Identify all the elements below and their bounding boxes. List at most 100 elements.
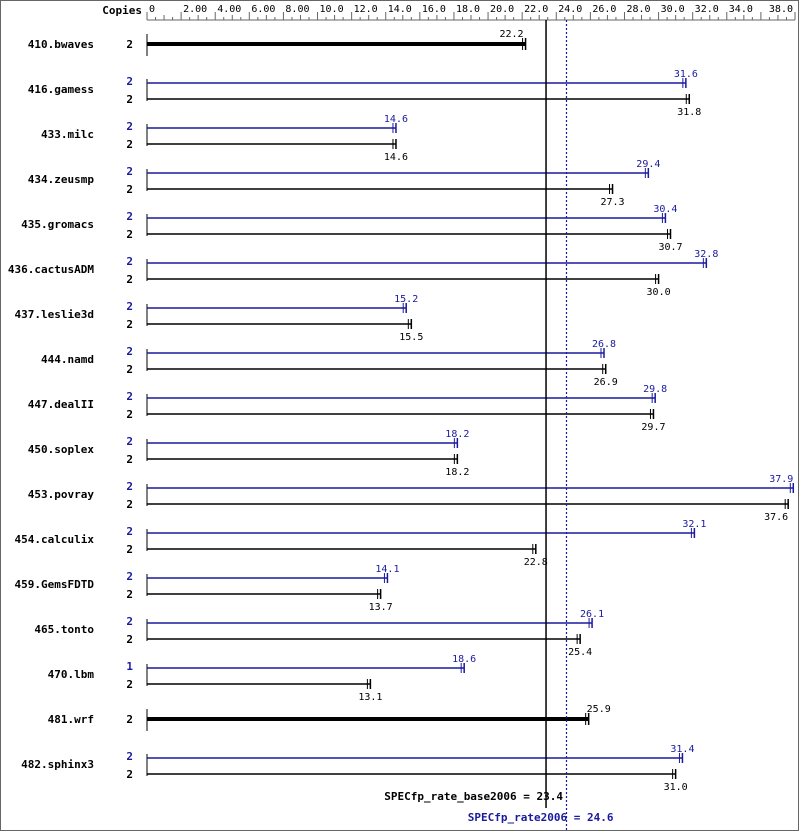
base-copies: 2 (126, 498, 133, 511)
peak-value-label: 31.6 (674, 69, 698, 80)
x-tick-label: 18.0 (456, 4, 480, 15)
benchmark-name: 437.leslie3d (15, 308, 94, 321)
x-axis: 0 2.00 4.00 6.00 8.00 10.0 12.0 14.0 16.0 18.0 20.… (146, 4, 796, 21)
benchmark-row: 481.wrf 2 25.9 (48, 704, 611, 731)
base-copies: 2 (126, 408, 133, 421)
peak-value-label: 14.1 (375, 564, 399, 575)
benchmark-name: 444.namd (41, 353, 94, 366)
benchmark-row: 450.soplex 2 2 18.2 18.2 (28, 429, 470, 478)
base-value-label: 31.0 (664, 782, 688, 793)
benchmark-name: 470.lbm (48, 668, 95, 681)
peak-copies: 2 (126, 165, 133, 178)
peak-value-label: 32.8 (694, 249, 718, 260)
benchmark-name: 435.gromacs (21, 218, 94, 231)
copies-count: 2 (126, 38, 133, 51)
base-copies: 2 (126, 588, 133, 601)
x-tick-label: 14.0 (388, 4, 412, 15)
x-tick-label: 28.0 (626, 4, 650, 15)
peak-value-label: 18.2 (445, 429, 469, 440)
peak-copies: 2 (126, 345, 133, 358)
x-tick-label: 32.0 (695, 4, 719, 15)
base-copies: 2 (126, 768, 133, 781)
base-value-label: 37.6 (764, 512, 788, 523)
x-tick-label: 2.00 (183, 4, 207, 15)
peak-value-label: 32.1 (682, 519, 706, 530)
peak-value-label: 29.8 (643, 384, 667, 395)
x-tick-label: 30.0 (661, 4, 685, 15)
base-value-label: 31.8 (677, 107, 701, 118)
peak-copies: 1 (126, 660, 133, 673)
benchmark-name: 454.calculix (15, 533, 95, 546)
peak-copies: 2 (126, 570, 133, 583)
benchmark-row: 444.namd 2 2 26.8 26.9 (41, 339, 618, 388)
benchmark-row: 459.GemsFDTD 2 2 14.1 13.7 (15, 564, 400, 613)
peak-copies: 2 (126, 525, 133, 538)
peak-value-label: 14.6 (384, 114, 408, 125)
x-tick-label: 10.0 (320, 4, 344, 15)
x-tick-label: 0 (149, 4, 155, 15)
peak-copies: 2 (126, 255, 133, 268)
peak-value-label: 15.2 (394, 294, 418, 305)
copies-count: 2 (126, 713, 133, 726)
benchmark-row: 416.gamess 2 2 31.6 31.8 (28, 69, 702, 118)
benchmark-row: 482.sphinx3 2 2 31.4 31.0 (21, 744, 694, 793)
benchmark-name: 433.milc (41, 128, 94, 141)
base-value-label: 13.7 (369, 602, 393, 613)
benchmark-row: 437.leslie3d 2 2 15.2 15.5 (15, 294, 424, 343)
benchmark-row: 410.bwaves 2 22.2 (28, 29, 527, 56)
base-value-label: 26.9 (594, 377, 618, 388)
peak-copies: 2 (126, 75, 133, 88)
x-tick-label: 8.00 (285, 4, 309, 15)
base-copies: 2 (126, 138, 133, 151)
x-tick-label: 6.00 (251, 4, 275, 15)
base-copies: 2 (126, 228, 133, 241)
base-copies: 2 (126, 318, 133, 331)
benchmark-row: 433.milc 2 2 14.6 14.6 (41, 114, 408, 163)
base-value-label: 29.7 (641, 422, 665, 433)
peak-value-label: 26.1 (580, 609, 604, 620)
benchmark-name: 416.gamess (28, 83, 94, 96)
benchmark-row: 465.tonto 2 2 26.1 25.4 (34, 609, 604, 658)
benchmark-name: 450.soplex (28, 443, 95, 456)
benchmark-row: 435.gromacs 2 2 30.4 30.7 (21, 204, 682, 253)
benchmark-name: 453.povray (28, 488, 95, 501)
benchmark-row: 436.cactusADM 2 2 32.8 30.0 (8, 249, 718, 298)
x-tick-label: 24.0 (558, 4, 582, 15)
x-tick-label: 12.0 (354, 4, 378, 15)
peak-mean-label: SPECfp_rate2006 = 24.6 (468, 811, 614, 824)
peak-value-label: 26.8 (592, 339, 616, 350)
peak-value-label: 37.9 (769, 474, 793, 485)
x-tick-label: 38.0 (769, 4, 793, 15)
x-tick-label: 34.0 (729, 4, 753, 15)
peak-copies: 2 (126, 390, 133, 403)
peak-copies: 2 (126, 480, 133, 493)
base-value-label: 30.0 (647, 287, 671, 298)
peak-value-label: 29.4 (636, 159, 660, 170)
benchmark-row: 454.calculix 2 2 32.1 22.8 (15, 519, 707, 568)
peak-value-label: 18.6 (452, 654, 476, 665)
base-value-label: 18.2 (445, 467, 469, 478)
benchmark-name: 481.wrf (48, 713, 94, 726)
peak-copies: 2 (126, 120, 133, 133)
benchmark-name: 436.cactusADM (8, 263, 94, 276)
peak-copies: 2 (126, 300, 133, 313)
base-copies: 2 (126, 678, 133, 691)
base-mean-label: SPECfp_rate_base2006 = 23.4 (384, 790, 563, 803)
base-copies: 2 (126, 183, 133, 196)
peak-value-label: 31.4 (670, 744, 694, 755)
benchmark-name: 434.zeusmp (28, 173, 95, 186)
base-copies: 2 (126, 273, 133, 286)
x-tick-label: 26.0 (592, 4, 616, 15)
peak-copies: 2 (126, 210, 133, 223)
benchmark-name: 459.GemsFDTD (15, 578, 95, 591)
base-value-label: 30.7 (658, 242, 682, 253)
reference-lines: SPECfp_rate_base2006 = 23.4 SPECfp_rate20… (384, 20, 614, 830)
benchmark-name: 410.bwaves (28, 38, 94, 51)
bar-value-label: 25.9 (587, 704, 611, 715)
base-value-label: 25.4 (568, 647, 592, 658)
benchmark-name: 482.sphinx3 (21, 758, 94, 771)
peak-copies: 2 (126, 615, 133, 628)
benchmark-row: 453.povray 2 2 37.9 37.6 (28, 474, 795, 523)
benchmark-name: 465.tonto (34, 623, 94, 636)
